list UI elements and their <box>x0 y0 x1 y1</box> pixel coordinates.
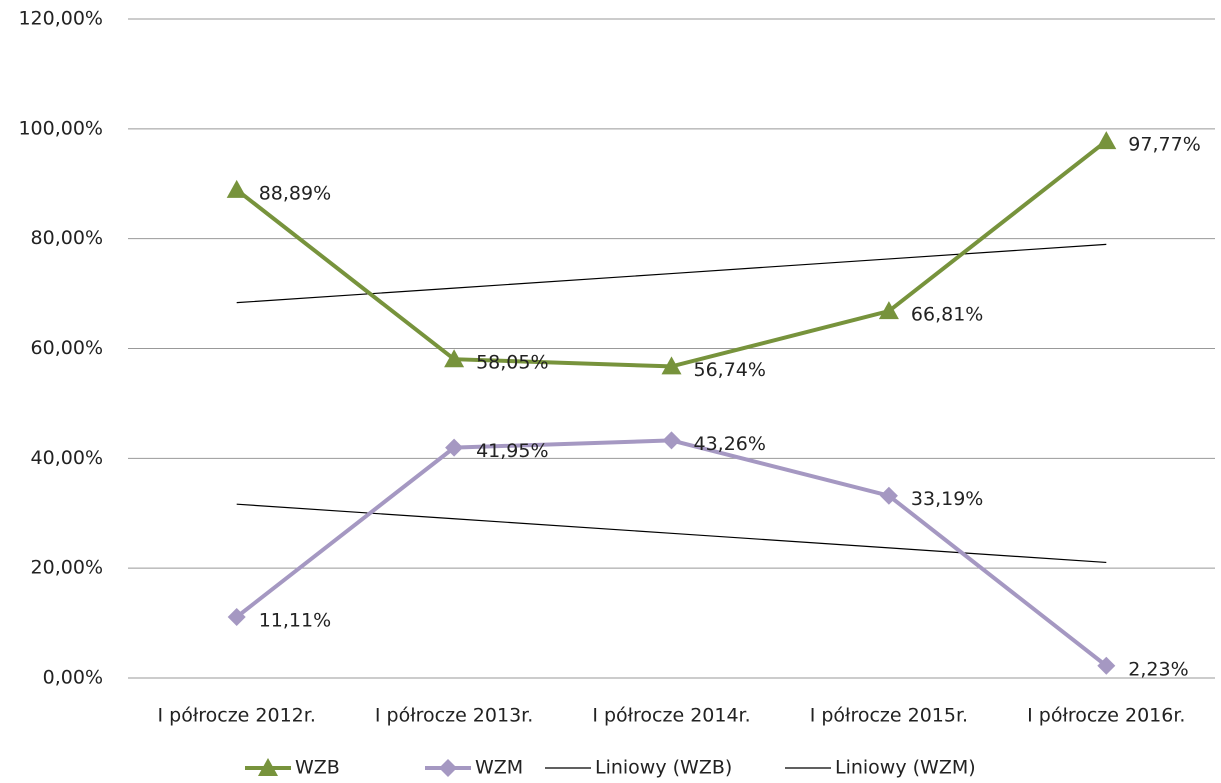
legend-label: WZB <box>295 757 340 779</box>
data-label: 43,26% <box>694 433 766 455</box>
legend-label: Liniowy (WZM) <box>835 757 976 779</box>
point <box>661 356 682 375</box>
data-label: 11,11% <box>259 609 331 631</box>
data-label: 56,74% <box>694 359 766 381</box>
x-tick-label: I półrocze 2012r. <box>158 705 316 727</box>
point <box>878 301 899 320</box>
point <box>1096 131 1117 150</box>
x-tick-label: I półrocze 2013r. <box>375 705 533 727</box>
legend-label: Liniowy (WZB) <box>595 757 732 779</box>
point <box>445 438 464 457</box>
legend-label: WZM <box>475 757 523 779</box>
data-label: 66,81% <box>911 304 983 326</box>
y-tick-label: 60,00% <box>31 337 103 359</box>
legend-marker <box>258 758 278 776</box>
data-label: 2,23% <box>1128 658 1188 680</box>
data-label: 88,89% <box>259 182 331 204</box>
data-label: 58,05% <box>476 352 548 374</box>
point <box>444 349 465 368</box>
data-label: 33,19% <box>911 488 983 510</box>
series-line <box>235 139 1108 369</box>
y-tick-label: 0,00% <box>43 667 103 689</box>
point <box>1097 656 1116 675</box>
point <box>662 431 681 450</box>
x-tick-label: I półrocze 2015r. <box>810 705 968 727</box>
series-line <box>235 438 1108 668</box>
x-tick-label: I półrocze 2016r. <box>1027 705 1185 727</box>
y-tick-label: 80,00% <box>31 227 103 249</box>
x-tick-label: I półrocze 2014r. <box>592 705 750 727</box>
point <box>227 607 246 626</box>
point <box>879 486 898 505</box>
data-label: 97,77% <box>1128 134 1200 156</box>
legend-marker <box>439 759 457 777</box>
y-tick-label: 120,00% <box>18 8 103 30</box>
y-tick-label: 40,00% <box>31 447 103 469</box>
y-tick-label: 20,00% <box>31 557 103 579</box>
data-label: 41,95% <box>476 440 548 462</box>
point <box>226 179 247 198</box>
y-tick-label: 100,00% <box>18 117 103 139</box>
